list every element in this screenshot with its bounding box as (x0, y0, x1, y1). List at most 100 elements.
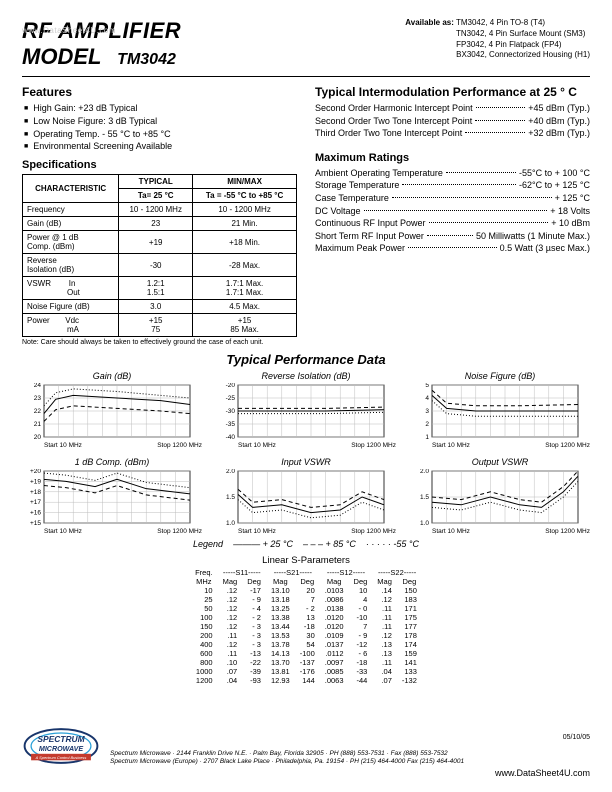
maxrating-label: DC Voltage (315, 205, 361, 218)
svg-text:2.0: 2.0 (420, 469, 429, 475)
svg-text:-20: -20 (226, 383, 236, 389)
svg-text:1.0: 1.0 (226, 520, 235, 527)
maxrating-label: Case Temperature (315, 192, 389, 205)
spec-cell: 23 (119, 217, 193, 231)
maxrating-label: Storage Temperature (315, 179, 399, 192)
sparam-cell: 10 (349, 586, 373, 595)
feature-item: Operating Temp. - 55 °C to +85 °C (24, 128, 297, 141)
chart-xaxis: Start 10 MHzStop 1200 MHz (22, 442, 202, 449)
avail-2: FP3042, 4 Pin Flatpack (FP4) (456, 40, 561, 49)
sparam-cell: .04 (218, 676, 243, 685)
chart-title: Input VSWR (216, 457, 396, 467)
sparam-cell: .0138 (320, 604, 349, 613)
svg-text:2.0: 2.0 (226, 469, 235, 475)
sparam-cell: .12 (218, 586, 243, 595)
sparam-cell: .12 (372, 631, 397, 640)
sparam-cell: -33 (349, 667, 373, 676)
sparam-cell: .11 (372, 622, 397, 631)
sparam-cell: .14 (372, 586, 397, 595)
sparam-cell: 400 (190, 640, 218, 649)
sparam-cell: - 3 (242, 631, 266, 640)
svg-text:24: 24 (34, 383, 42, 389)
spec-cell: Noise Figure (dB) (23, 300, 119, 314)
intermod-value: +40 dBm (Typ.) (528, 115, 590, 128)
spec-head-typ-b: Ta= 25 °C (119, 189, 193, 203)
chart-title: Gain (dB) (22, 371, 202, 381)
spec-head-mm-b: Ta = -55 °C to +85 °C (193, 189, 297, 203)
sparam-freq-head: Freq. MHz (190, 568, 218, 586)
feature-item: High Gain: +23 dB Typical (24, 102, 297, 115)
svg-text:-25: -25 (226, 395, 236, 402)
sparam-cell: 25 (190, 595, 218, 604)
intermod-label: Third Order Two Tone Intercept Point (315, 127, 462, 140)
sparam-cell: - 2 (242, 613, 266, 622)
spec-cell: 1.2:1 1.5:1 (119, 277, 193, 300)
feature-item: Environmental Screening Available (24, 140, 297, 153)
sparam-cell: 12.93 (266, 676, 295, 685)
sparam-cell: 50 (190, 604, 218, 613)
sparam-cell: 150 (397, 586, 422, 595)
sparam-cell: - 3 (242, 622, 266, 631)
sparam-cell: -176 (295, 667, 320, 676)
sparam-cell: 13.78 (266, 640, 295, 649)
sparam-cell: 133 (397, 667, 422, 676)
sparam-cell: 144 (295, 676, 320, 685)
model-number: TM3042 (117, 51, 176, 68)
chart-xaxis: Start 10 MHzStop 1200 MHz (410, 442, 590, 449)
svg-text:1: 1 (425, 434, 429, 441)
maxrating-value: 50 Milliwatts (1 Minute Max.) (476, 230, 590, 243)
chart: Reverse Isolation (dB)-40-35-30-25-20Sta… (216, 371, 396, 449)
svg-text:5: 5 (425, 383, 429, 389)
title-line2: MODEL (22, 44, 101, 69)
chart-xaxis: Start 10 MHzStop 1200 MHz (216, 442, 396, 449)
maxrating-row: Ambient Operating Temperature-55°C to + … (315, 167, 590, 180)
sparam-cell: 13 (295, 613, 320, 622)
sparam-cell: 177 (397, 622, 422, 631)
specs-heading: Specifications (22, 159, 297, 171)
sparam-cell: 13.44 (266, 622, 295, 631)
spec-cell: 10 - 1200 MHz (193, 203, 297, 217)
sparam-cell: 13.25 (266, 604, 295, 613)
specs-table: CHARACTERISTIC TYPICAL MIN/MAX Ta= 25 °C… (22, 174, 297, 337)
intermod-value: +45 dBm (Typ.) (528, 102, 590, 115)
avail-label: Available as: (405, 18, 454, 27)
sparam-cell: 14.13 (266, 649, 295, 658)
sparam-cell: -44 (349, 676, 373, 685)
sparam-cell: 178 (397, 631, 422, 640)
legend-label: Legend (193, 539, 223, 549)
chart: Input VSWR1.01.52.0Start 10 MHzStop 1200… (216, 457, 396, 535)
spec-head-mm-a: MIN/MAX (193, 175, 297, 189)
sparam-cell: .07 (218, 667, 243, 676)
maxrating-value: + 10 dBm (551, 217, 590, 230)
sparam-cell: - 0 (349, 604, 373, 613)
svg-text:A Spectrum Control Business: A Spectrum Control Business (35, 755, 87, 760)
spec-head-typ-a: TYPICAL (119, 175, 193, 189)
sparam-cell: 800 (190, 658, 218, 667)
sparam-cell: 7 (349, 622, 373, 631)
features-heading: Features (22, 85, 297, 99)
svg-text:20: 20 (34, 434, 42, 441)
sparam-subhead: Mag (266, 577, 295, 586)
sparam-subhead: Mag (320, 577, 349, 586)
intermod-row: Third Order Two Tone Intercept Point +32 … (315, 127, 590, 140)
spec-cell: -28 Max. (193, 254, 297, 277)
features-list: High Gain: +23 dB Typical Low Noise Figu… (24, 102, 297, 153)
sparam-cell: .11 (218, 649, 243, 658)
spec-cell: 10 - 1200 MHz (119, 203, 193, 217)
sparam-cell: .0112 (320, 649, 349, 658)
chart-xaxis: Start 10 MHzStop 1200 MHz (410, 528, 590, 535)
sparam-cell: 600 (190, 649, 218, 658)
intermod-value: +32 dBm (Typ.) (528, 127, 590, 140)
sparam-cell: - 9 (242, 595, 266, 604)
sparam-cell: .0120 (320, 622, 349, 631)
sparam-cell: .12 (218, 604, 243, 613)
sparam-cell: 183 (397, 595, 422, 604)
sparam-cell: 13.18 (266, 595, 295, 604)
spec-cell: 3.0 (119, 300, 193, 314)
spec-cell: 4.5 Max. (193, 300, 297, 314)
sparam-cell: 20 (295, 586, 320, 595)
sparam-cell: -93 (242, 676, 266, 685)
svg-text:-30: -30 (226, 408, 236, 415)
maxrating-label: Ambient Operating Temperature (315, 167, 443, 180)
intermod-label: Second Order Two Tone Intercept Point (315, 115, 472, 128)
